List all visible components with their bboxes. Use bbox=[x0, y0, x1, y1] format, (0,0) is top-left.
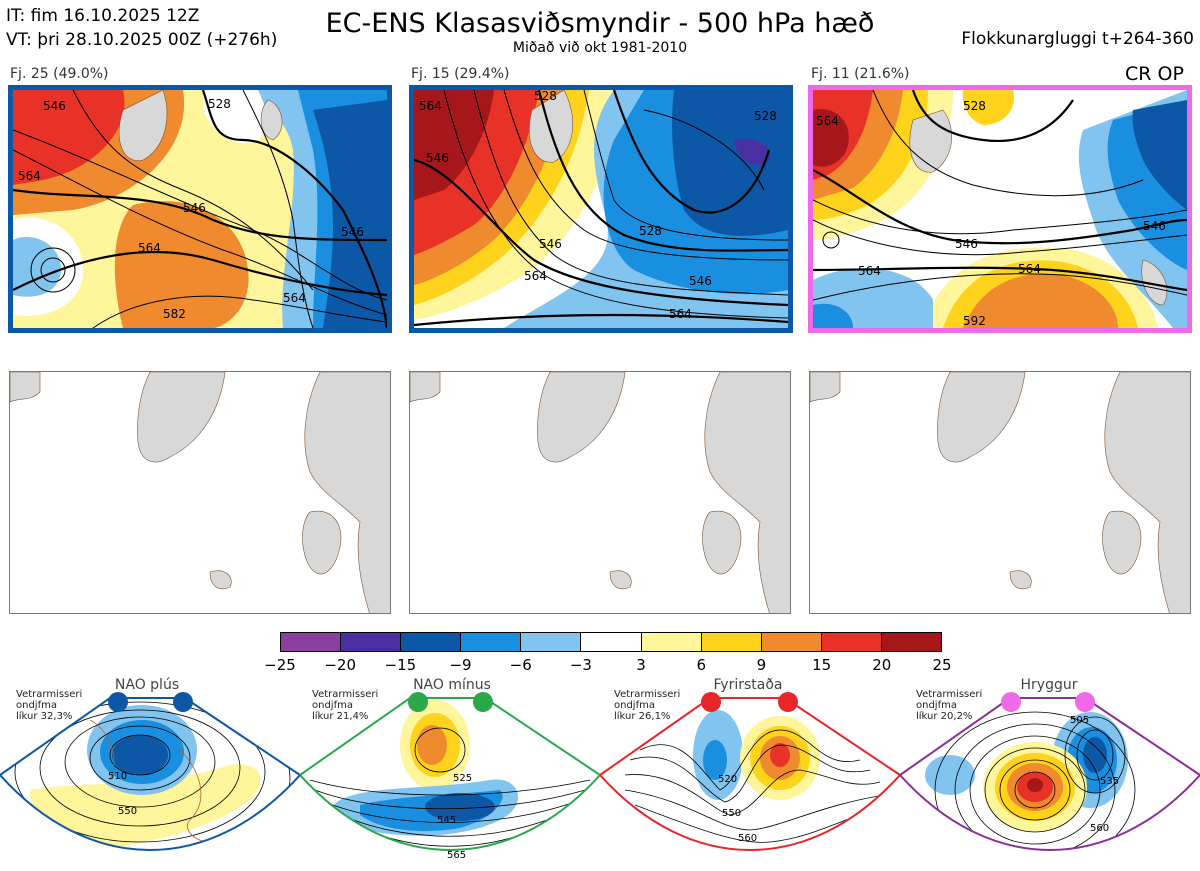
contour-label: 564 bbox=[858, 264, 881, 278]
contour-label: 560 bbox=[738, 833, 757, 844]
contour-label: 546 bbox=[689, 274, 712, 288]
empty-map-2 bbox=[409, 371, 791, 614]
contour-label: 535 bbox=[1100, 776, 1119, 787]
contour-label: 525 bbox=[453, 773, 472, 784]
contour-label: 528 bbox=[963, 99, 986, 113]
cluster-3-label: Fj. 11 (21.6%) bbox=[811, 66, 910, 82]
cluster-2-map: 546 528 564 528 546 564 546 564 528 bbox=[409, 85, 793, 333]
colorbar-tick-label: −15 bbox=[384, 656, 417, 674]
contour-label: 528 bbox=[208, 97, 231, 111]
contour-label: 546 bbox=[426, 151, 449, 165]
contour-label: 546 bbox=[43, 99, 66, 113]
colorbar-tick-label: 6 bbox=[696, 656, 707, 674]
page-title: EC-ENS Klasasviðsmyndir - 500 hPa hæð bbox=[325, 8, 875, 39]
contour-label: 546 bbox=[539, 237, 562, 251]
contour-label: 546 bbox=[1143, 219, 1166, 233]
regime-1-map: 510 550 bbox=[0, 692, 300, 851]
colorbar-swatch bbox=[340, 633, 401, 651]
regime-4-name: Hryggur bbox=[1020, 677, 1078, 693]
colorbar-tick-label: −3 bbox=[569, 656, 592, 674]
cluster-1-label: Fj. 25 (49.0%) bbox=[10, 66, 109, 82]
colorbar-tick-label: −6 bbox=[509, 656, 532, 674]
contour-label: 560 bbox=[1090, 823, 1109, 834]
contour-label: 528 bbox=[754, 109, 777, 123]
contour-label: 546 bbox=[183, 201, 206, 215]
regime-3-name: Fyrirstaða bbox=[713, 677, 783, 693]
regime-4-map: 505 535 560 bbox=[900, 692, 1200, 851]
colorbar-tick-label: −20 bbox=[324, 656, 356, 674]
regime-2-map: 525 545 565 bbox=[300, 692, 600, 861]
cluster-2-label: Fj. 15 (29.4%) bbox=[411, 66, 510, 82]
regime-2-note: Vetrarmisseri ondjfma líkur 21,4% bbox=[312, 689, 379, 722]
header-times: IT: fim 16.10.2025 12Z VT: þri 28.10.202… bbox=[6, 4, 277, 52]
colorbar-tick-label: 15 bbox=[812, 656, 832, 674]
contour-label: 564 bbox=[1018, 262, 1041, 276]
contour-label: 582 bbox=[163, 307, 186, 321]
colorbar-swatch bbox=[580, 633, 641, 651]
colorbar-tick-label: 9 bbox=[756, 656, 767, 674]
cluster-3-map: 564 528 546 546 564 564 592 bbox=[808, 85, 1192, 333]
colorbar-tick-label: −9 bbox=[449, 656, 472, 674]
contour-label: 564 bbox=[419, 99, 442, 113]
regime-3-note: Vetrarmisseri ondjfma líkur 26,1% bbox=[614, 689, 681, 722]
contour-label: 528 bbox=[534, 90, 557, 103]
contour-label: 510 bbox=[108, 771, 127, 782]
contour-label: 564 bbox=[816, 114, 839, 128]
regime-3-map: 520 550 560 bbox=[600, 692, 900, 851]
contour-label: 592 bbox=[963, 314, 986, 328]
colorbar-swatch bbox=[281, 633, 341, 651]
contour-label: 564 bbox=[669, 307, 692, 321]
anomaly-colorbar bbox=[280, 632, 942, 652]
regime-4-note: Vetrarmisseri ondjfma líkur 20,2% bbox=[916, 689, 983, 722]
contour-label: 545 bbox=[437, 815, 456, 826]
colorbar-swatch bbox=[400, 633, 461, 651]
contour-label: 550 bbox=[722, 808, 741, 819]
contour-label: 564 bbox=[18, 169, 41, 183]
regime-tag: CR OP bbox=[1125, 63, 1184, 85]
contour-label: 546 bbox=[341, 225, 364, 239]
colorbar-swatch bbox=[520, 633, 581, 651]
colorbar-swatch bbox=[880, 633, 942, 651]
cluster-1-map: 546 528 564 546 564 582 564 546 bbox=[8, 85, 392, 333]
colorbar-swatch bbox=[460, 633, 521, 651]
contour-label: 550 bbox=[118, 806, 137, 817]
colorbar-swatch bbox=[640, 633, 701, 651]
climatology-subtitle: Miðað við okt 1981-2010 bbox=[512, 40, 688, 56]
empty-map-3 bbox=[809, 371, 1191, 614]
initial-time: IT: fim 16.10.2025 12Z bbox=[6, 6, 200, 26]
regime-1-note: Vetrarmisseri ondjfma líkur 32,3% bbox=[16, 689, 83, 722]
contour-label: 520 bbox=[718, 774, 737, 785]
contour-label: 564 bbox=[524, 269, 547, 283]
colorbar-tick-label: 3 bbox=[636, 656, 646, 674]
colorbar-tick-label: 20 bbox=[872, 656, 892, 674]
colorbar-swatch bbox=[700, 633, 761, 651]
contour-label: 564 bbox=[283, 291, 306, 305]
regime-1-name: NAO plús bbox=[114, 677, 180, 693]
colorbar-swatch bbox=[760, 633, 821, 651]
colorbar-swatch bbox=[820, 633, 881, 651]
contour-label: 564 bbox=[138, 241, 161, 255]
colorbar-tick-label: 25 bbox=[932, 656, 952, 674]
contour-label: 505 bbox=[1070, 715, 1089, 726]
valid-time: VT: þri 28.10.2025 00Z (+276h) bbox=[6, 30, 278, 50]
regime-2-name: NAO mínus bbox=[413, 677, 491, 693]
classification-window: Flokkunargluggi t+264-360 bbox=[961, 29, 1194, 49]
contour-label: 528 bbox=[639, 224, 662, 238]
contour-label: 546 bbox=[955, 237, 978, 251]
contour-label: 565 bbox=[447, 850, 466, 861]
colorbar-tick-label: −25 bbox=[264, 656, 296, 674]
empty-map-1 bbox=[9, 371, 391, 614]
